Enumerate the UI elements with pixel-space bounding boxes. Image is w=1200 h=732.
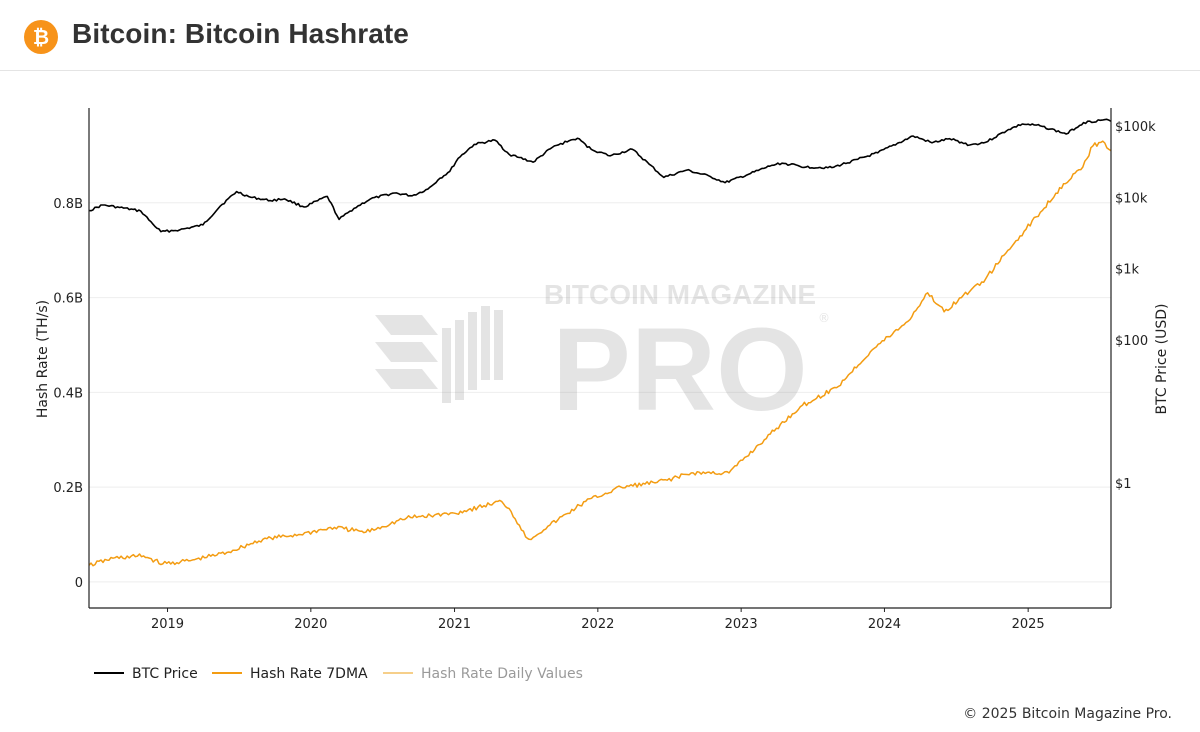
x-tick-label: 2020 [294,617,327,632]
y-left-tick-label: 0.6B [53,292,83,307]
watermark: BITCOIN MAGAZINE PRO ® [375,279,830,436]
plot-axes [88,108,1112,609]
y-right-tick-label: $1 [1115,477,1132,492]
watermark-candles-icon [375,306,503,403]
y-right-axis-label: BTC Price (USD) [1154,303,1170,414]
y-right-tick-label: $10k [1115,191,1148,206]
legend-label: Hash Rate 7DMA [250,666,368,682]
y-right-tick-label: $100k [1115,120,1156,135]
bitcoin-logo-icon: ₿ [24,20,58,54]
legend-swatch [94,672,124,674]
legend-item-btc-price[interactable]: BTC Price [94,664,198,684]
watermark-registered-mark: ® [818,311,830,325]
legend-label: BTC Price [132,666,198,682]
x-tick-label: 2024 [868,617,901,632]
legend-item-hash-rate-7dma[interactable]: Hash Rate 7DMA [212,664,368,684]
y-left-axis-label: Hash Rate (TH/s) [35,300,51,418]
x-tick-label: 2025 [1012,617,1045,632]
y-right-ticks: $1 $100 $1k $10k $100k [1115,120,1156,492]
legend-swatch [383,672,413,674]
copyright-footer: © 2025 Bitcoin Magazine Pro. [963,706,1172,722]
gridlines [89,202,1111,583]
x-tick-label: 2019 [151,617,184,632]
page-title: Bitcoin: Bitcoin Hashrate [72,18,409,49]
watermark-main-text: PRO [552,304,808,436]
bitcoin-glyph: ₿ [32,25,50,49]
y-right-tick-label: $100 [1115,334,1148,349]
hashrate-chart: BITCOIN MAGAZINE PRO ® 0 0.2B 0.4B 0.6B 0.8B… [35,108,1170,632]
y-left-tick-label: 0.8B [53,197,83,212]
series-lines [88,118,1112,567]
x-tick-label: 2022 [581,617,614,632]
x-ticks: 2019 2020 2021 2022 2023 2024 2025 [151,608,1045,632]
y-left-tick-label: 0.4B [53,386,83,401]
watermark-top-text: BITCOIN MAGAZINE [544,279,816,310]
page-header: ₿ Bitcoin: Bitcoin Hashrate [0,0,1200,71]
y-right-tick-label: $1k [1115,263,1140,278]
y-left-ticks: 0 0.2B 0.4B 0.6B 0.8B [53,197,83,591]
hash-rate-7dma-line [88,140,1112,567]
y-left-tick-label: 0.2B [53,481,83,496]
legend-label: Hash Rate Daily Values [421,666,583,682]
legend-item-hash-rate-daily-values[interactable]: Hash Rate Daily Values [383,664,583,684]
x-tick-label: 2023 [725,617,758,632]
legend-swatch [212,672,242,674]
x-tick-label: 2021 [438,617,471,632]
btc-price-line [88,118,1112,233]
y-left-tick-label: 0 [75,576,83,591]
